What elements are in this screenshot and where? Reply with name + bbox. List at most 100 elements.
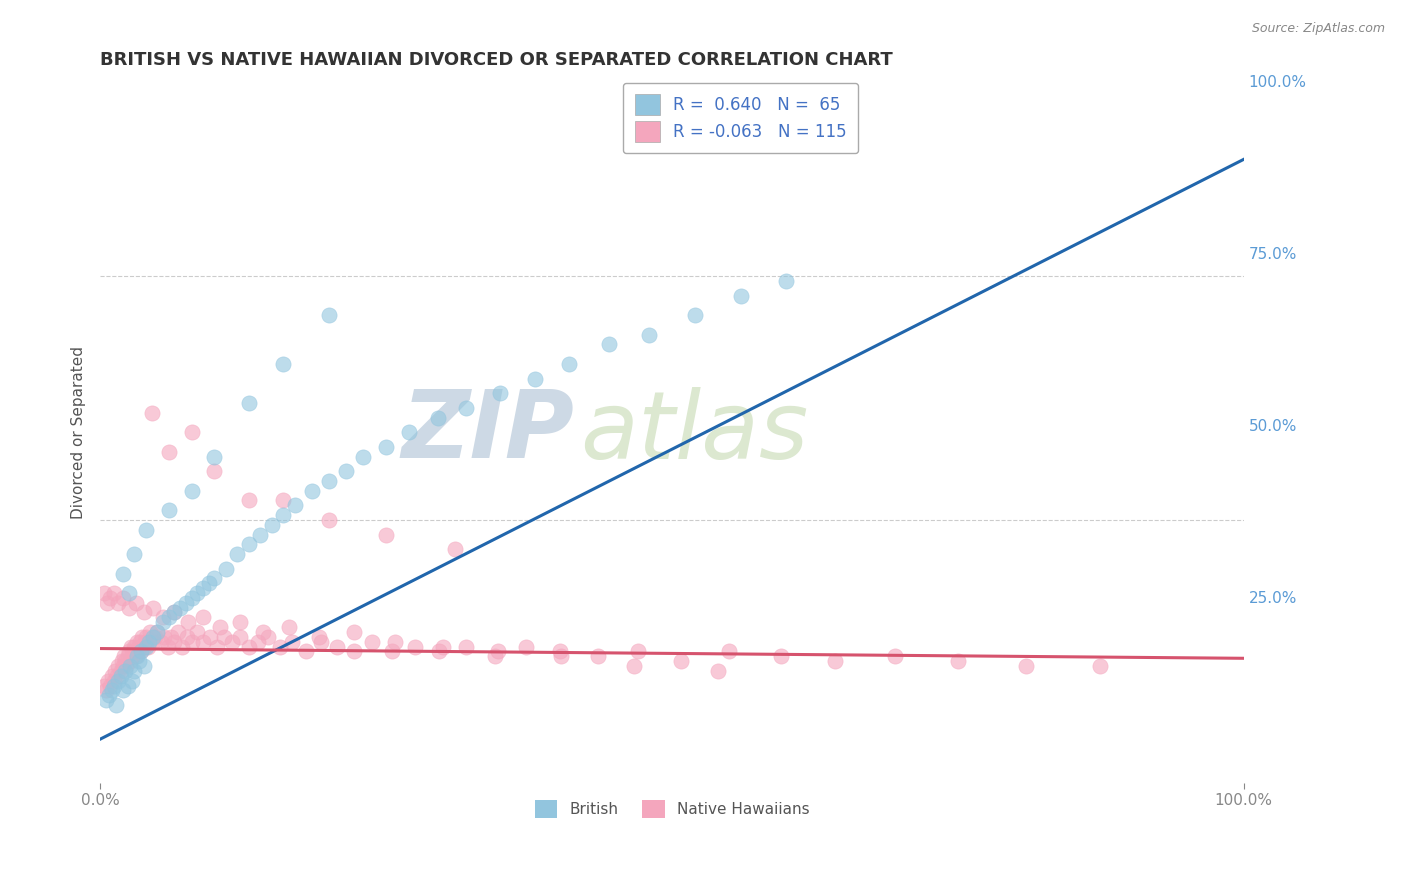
Point: [326, 640, 349, 654]
Point: [212, 630, 235, 644]
Point: [257, 630, 280, 644]
Point: [523, 371, 546, 385]
Point: [404, 640, 426, 654]
Point: [197, 576, 219, 591]
Point: [489, 386, 512, 401]
Point: [135, 640, 157, 654]
Point: [115, 659, 138, 673]
Point: [100, 679, 122, 693]
Point: [124, 649, 146, 664]
Point: [125, 649, 148, 664]
Point: [105, 669, 128, 683]
Point: [238, 640, 260, 654]
Point: [128, 654, 150, 668]
Point: [111, 683, 134, 698]
Point: [160, 630, 183, 644]
Point: [124, 547, 146, 561]
Point: [118, 654, 141, 668]
Point: [117, 679, 139, 693]
Point: [318, 308, 340, 322]
Point: [824, 654, 846, 668]
Point: [153, 630, 176, 644]
Point: [1015, 659, 1038, 673]
Point: [110, 664, 132, 678]
Point: [627, 644, 650, 658]
Point: [122, 644, 145, 658]
Point: [318, 513, 340, 527]
Point: [209, 620, 232, 634]
Point: [484, 649, 506, 664]
Point: [120, 640, 142, 654]
Point: [443, 542, 465, 557]
Point: [186, 586, 208, 600]
Point: [375, 527, 398, 541]
Point: [93, 679, 115, 693]
Point: [93, 586, 115, 600]
Point: [114, 654, 136, 668]
Point: [128, 640, 150, 654]
Point: [335, 464, 357, 478]
Point: [946, 654, 969, 668]
Point: [129, 634, 152, 648]
Point: [180, 634, 202, 648]
Point: [204, 450, 226, 464]
Point: [97, 673, 120, 688]
Point: [271, 508, 294, 522]
Point: [205, 640, 228, 654]
Point: [381, 644, 404, 658]
Point: [706, 664, 728, 678]
Legend: British, Native Hawaiians: British, Native Hawaiians: [529, 794, 815, 824]
Point: [176, 630, 198, 644]
Point: [152, 615, 174, 630]
Point: [135, 630, 157, 644]
Point: [638, 327, 661, 342]
Point: [131, 630, 153, 644]
Point: [271, 357, 294, 371]
Point: [375, 440, 398, 454]
Point: [111, 591, 134, 605]
Point: [118, 600, 141, 615]
Point: [215, 561, 238, 575]
Point: [118, 659, 141, 673]
Point: [301, 483, 323, 498]
Point: [163, 606, 186, 620]
Point: [141, 406, 163, 420]
Text: atlas: atlas: [581, 387, 808, 478]
Point: [94, 693, 117, 707]
Point: [186, 624, 208, 639]
Point: [134, 634, 156, 648]
Point: [167, 624, 190, 639]
Point: [432, 640, 454, 654]
Point: [111, 566, 134, 581]
Text: ZIP: ZIP: [402, 386, 575, 478]
Text: BRITISH VS NATIVE HAWAIIAN DIVORCED OR SEPARATED CORRELATION CHART: BRITISH VS NATIVE HAWAIIAN DIVORCED OR S…: [100, 51, 893, 69]
Point: [156, 640, 179, 654]
Point: [252, 624, 274, 639]
Point: [110, 669, 132, 683]
Point: [598, 337, 620, 351]
Point: [157, 610, 180, 624]
Point: [132, 606, 155, 620]
Point: [769, 649, 792, 664]
Point: [118, 586, 141, 600]
Point: [198, 630, 221, 644]
Point: [157, 503, 180, 517]
Point: [124, 596, 146, 610]
Point: [169, 600, 191, 615]
Point: [163, 634, 186, 648]
Point: [114, 664, 136, 678]
Point: [138, 634, 160, 648]
Point: [548, 644, 571, 658]
Point: [100, 591, 122, 605]
Point: [308, 630, 330, 644]
Point: [100, 683, 122, 698]
Point: [111, 654, 134, 668]
Point: [104, 664, 127, 678]
Point: [103, 673, 125, 688]
Point: [398, 425, 420, 440]
Point: [283, 498, 305, 512]
Point: [427, 644, 450, 658]
Point: [100, 669, 122, 683]
Point: [146, 624, 169, 639]
Point: [456, 640, 478, 654]
